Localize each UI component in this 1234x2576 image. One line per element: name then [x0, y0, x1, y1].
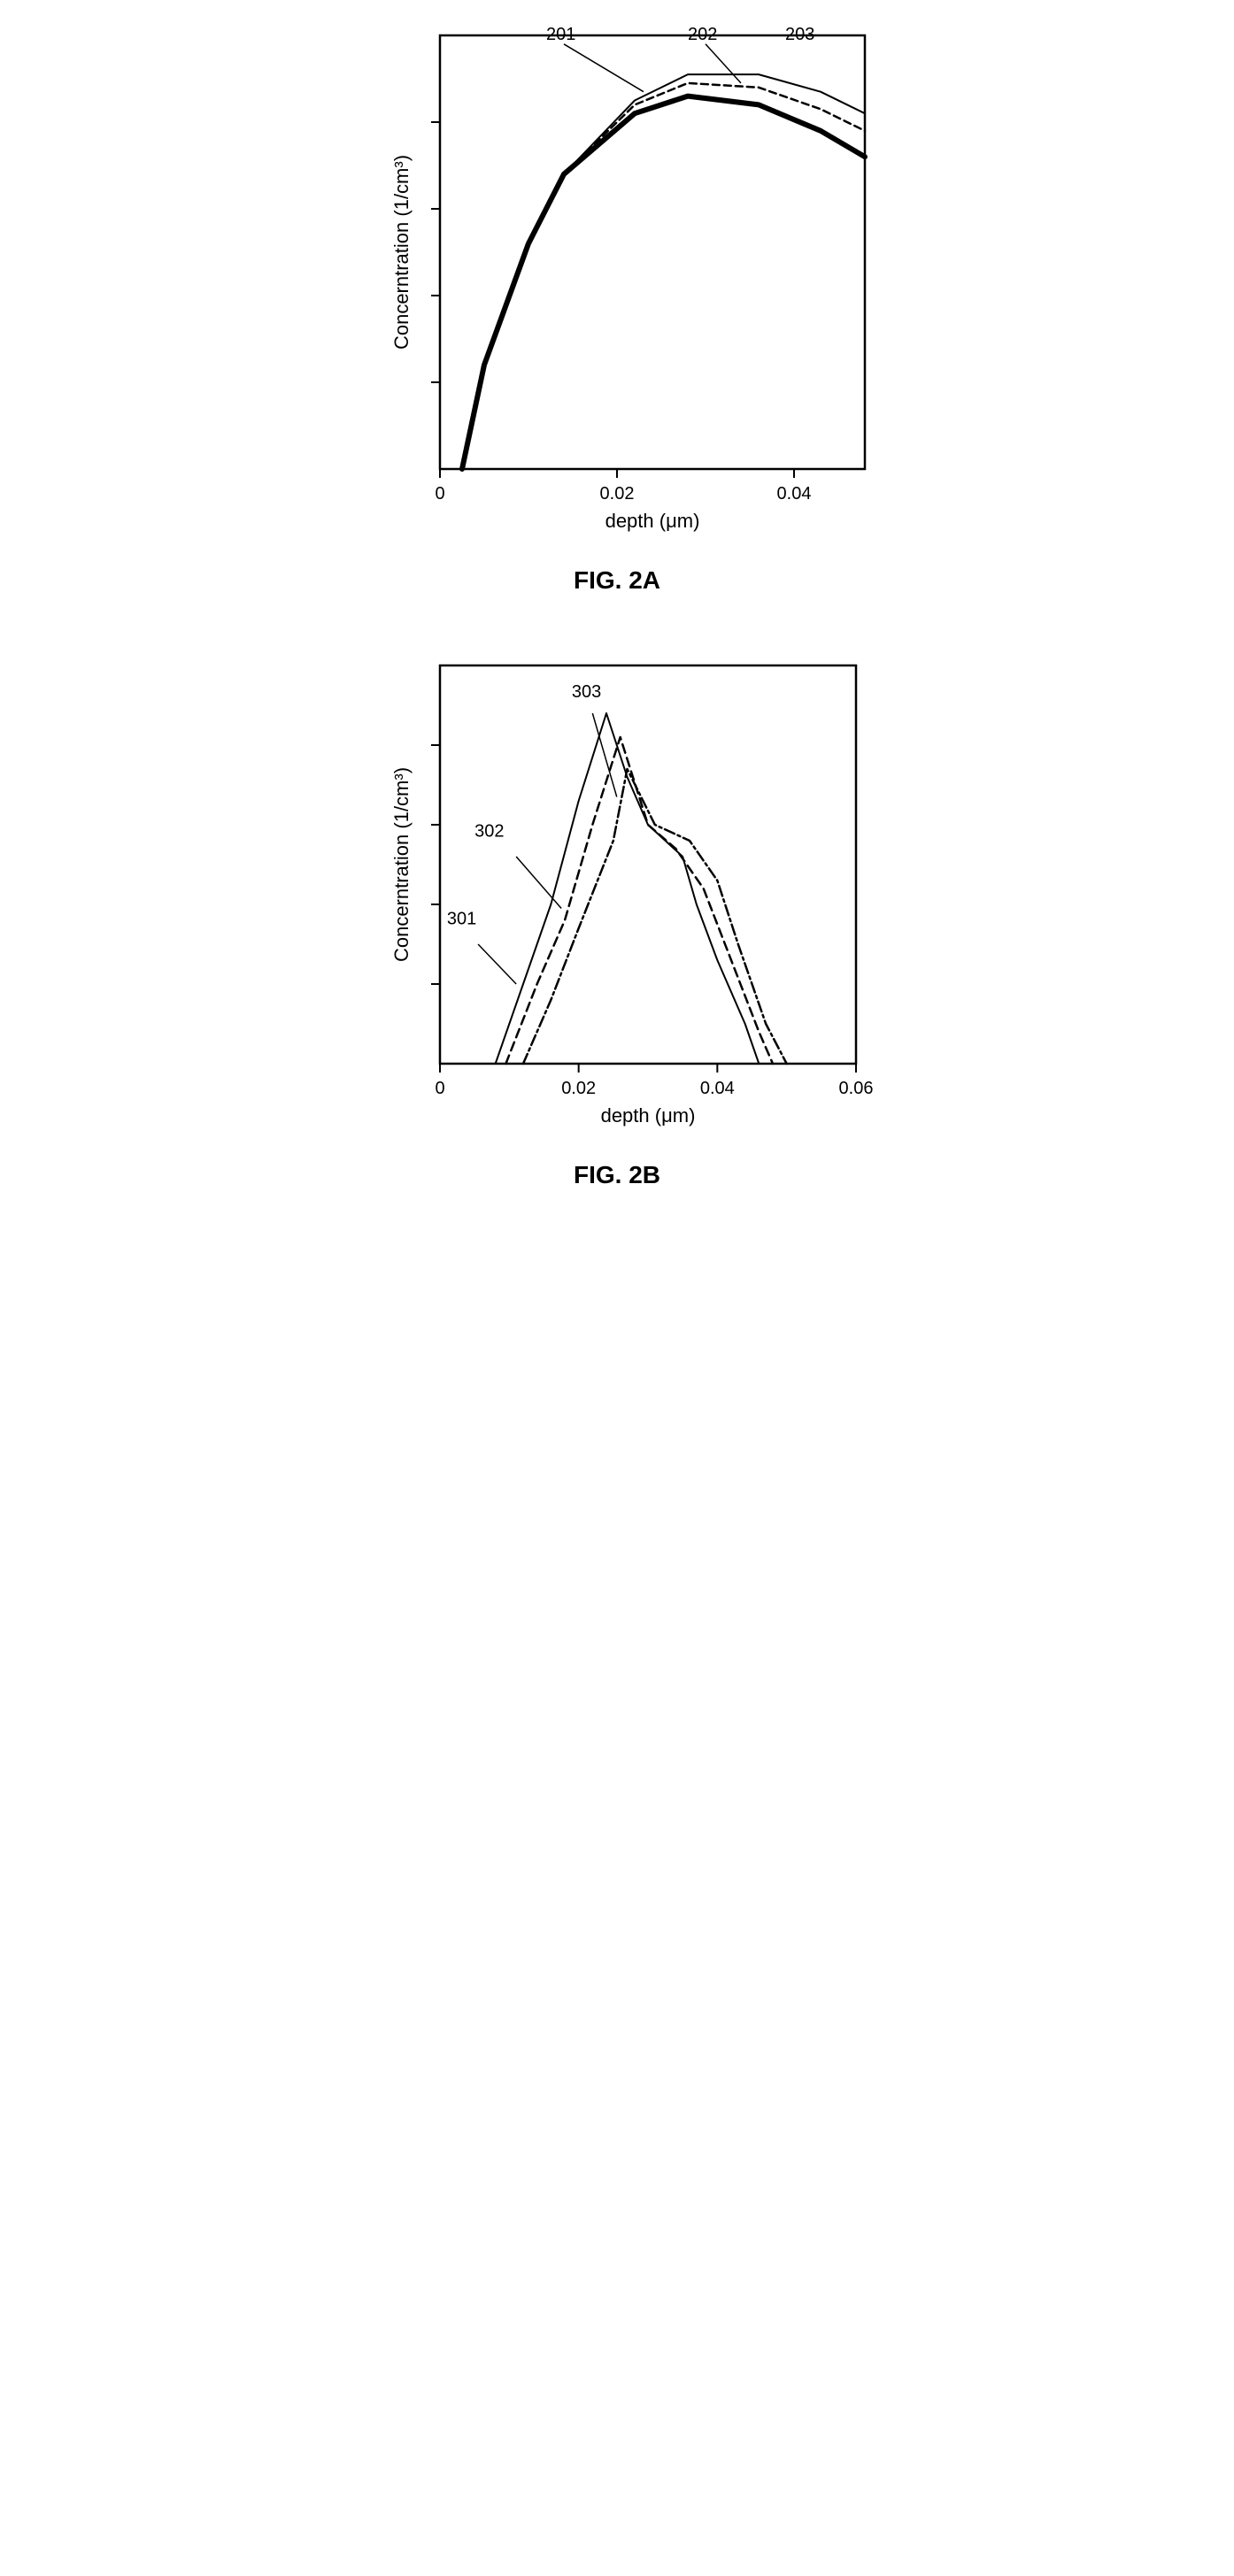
svg-text:0.04: 0.04	[777, 484, 812, 504]
svg-text:203: 203	[785, 25, 814, 44]
figure-2a: 0 0.02 0.04 depth (μm) Concerntration (1/cm³…	[351, 18, 883, 595]
svg-text:Concerntration (1/cm³): Concerntration (1/cm³)	[390, 767, 413, 962]
svg-text:0: 0	[435, 1079, 444, 1098]
figure-2b: 0 0.02 0.04 0.06 depth (μm) Concerntration (1…	[351, 648, 883, 1189]
svg-text:Concerntration (1/cm³): Concerntration (1/cm³)	[390, 155, 413, 350]
svg-text:0.02: 0.02	[561, 1079, 596, 1098]
svg-text:0.04: 0.04	[700, 1079, 735, 1098]
svg-text:0: 0	[435, 484, 444, 504]
svg-text:301: 301	[447, 910, 476, 929]
svg-text:303: 303	[572, 682, 601, 702]
svg-text:0.02: 0.02	[600, 484, 635, 504]
fig2a-caption: FIG. 2A	[351, 566, 883, 595]
svg-text:0.06: 0.06	[839, 1079, 874, 1098]
chart-2a: 0 0.02 0.04 depth (μm) Concerntration (1/cm³…	[351, 18, 883, 549]
svg-text:201: 201	[546, 25, 575, 44]
svg-text:depth (μm): depth (μm)	[605, 510, 700, 532]
svg-text:202: 202	[688, 25, 717, 44]
svg-text:depth (μm): depth (μm)	[601, 1104, 696, 1127]
svg-text:302: 302	[474, 822, 504, 842]
fig2b-caption: FIG. 2B	[351, 1161, 883, 1189]
chart-2b: 0 0.02 0.04 0.06 depth (μm) Concerntration (1…	[351, 648, 883, 1143]
